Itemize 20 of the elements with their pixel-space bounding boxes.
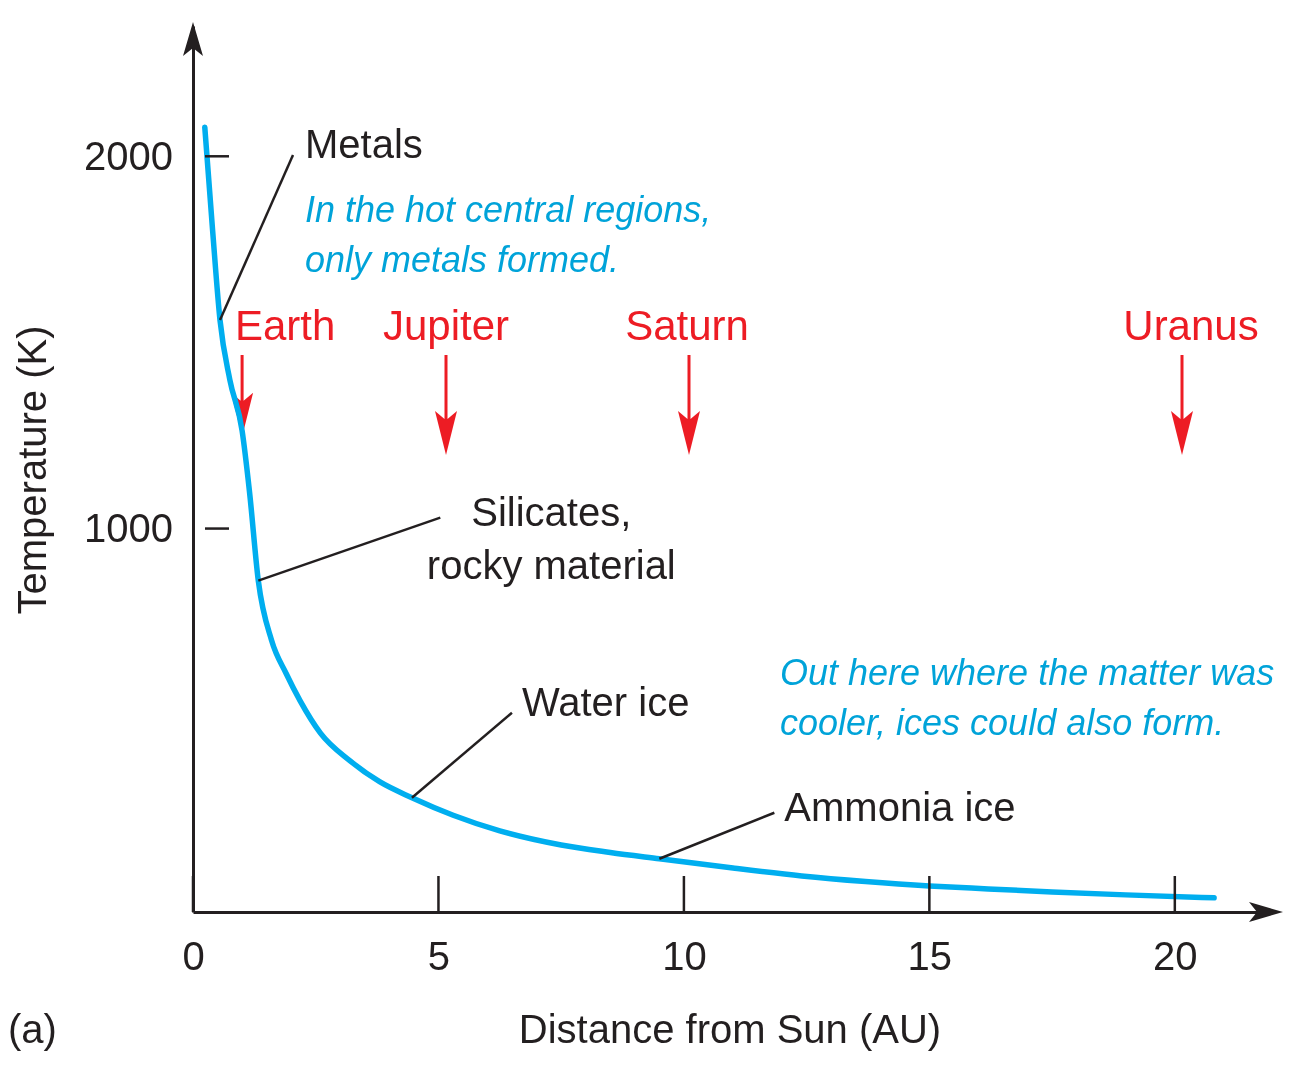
y-tick-label: 2000 [84,133,173,178]
x-tick-label: 10 [662,934,707,979]
annotation: Jupiter [382,302,510,349]
annotation: Metals [305,122,423,167]
x-tick-label: 5 [427,934,451,979]
x-tick-label: 15 [907,934,953,979]
x-tick-label: 0 [182,934,205,979]
y-tick-label: 1000 [84,505,173,550]
annotation: Silicates, rocky material [426,489,676,587]
x-axis-title: Distance from Sun (AU) [518,1007,942,1051]
annotation: Ammonia ice [784,784,1016,829]
annotation: Uranus [1123,302,1259,349]
annotation: Out here where the matter was cooler, ices could also form. [780,652,1275,743]
x-tick-label: 20 [1153,934,1198,979]
annotation: Water ice [521,679,690,724]
annotation: In the hot central regions, only metals formed. [305,189,712,280]
text: (a) [8,1007,57,1051]
y-axis-title: Temperature (K) [10,325,54,615]
annotation: Saturn [625,302,749,349]
annotation: Earth [234,302,336,349]
